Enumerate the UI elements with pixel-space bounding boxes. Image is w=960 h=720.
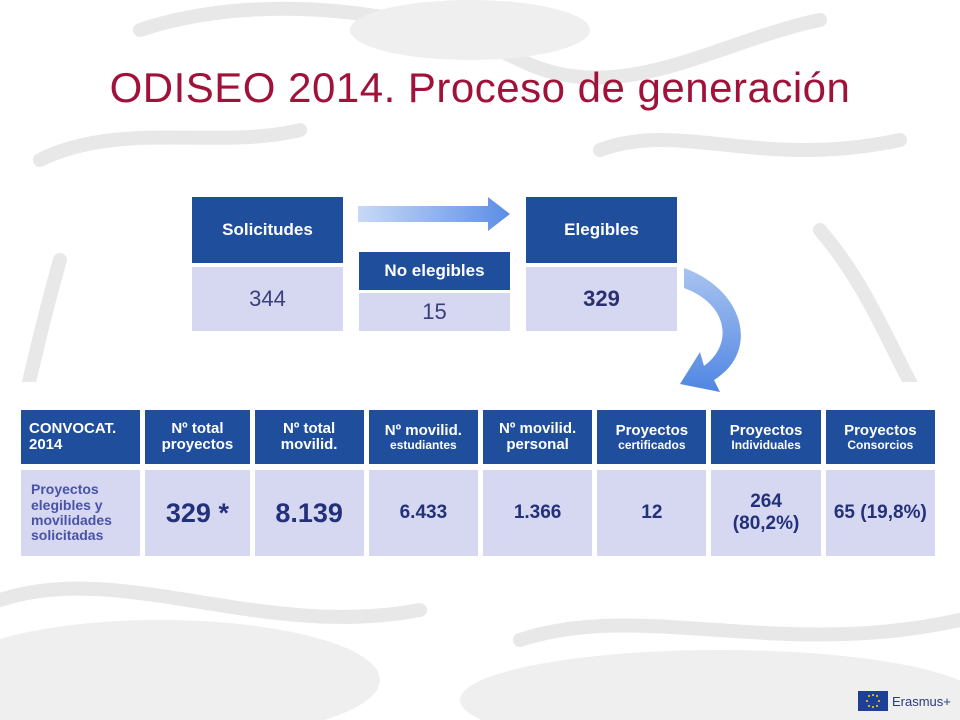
eu-flag-icon [858,691,888,711]
col-header-movilidades-estudiantes: Nº movilid. estudiantes [368,410,478,470]
header-text: Nº total movilid. [280,420,338,453]
col-header-proyectos-consorcios: Proyectos Consorcios [825,410,935,470]
header-subtext: Individuales [731,437,801,452]
table-row: Proyectos elegibles y movilidades solici… [21,470,935,556]
header-text: Nº movilid. personal [499,420,577,453]
cell-movilidades-personal: 1.366 [482,470,593,556]
no-elegibles-value: 15 [359,293,510,331]
header-text: Nº movilid. [384,421,462,439]
solicitudes-value: 344 [192,267,343,331]
col-header-proyectos-individuales: Proyectos Individuales [711,410,821,470]
col-header-total-proyectos: Nº total proyectos [145,410,250,470]
header-text: Nº total proyectos [161,420,234,453]
col-header-total-movilidades: Nº total movilid. [254,410,364,470]
table-header-row: CONVOCAT. 2014 Nº total proyectos Nº tot… [21,410,935,470]
cell-proyectos-individuales: 264 (80,2%) [711,470,821,556]
cell-total-proyectos: 329 * [145,470,250,556]
header-subtext: certificados [618,437,686,452]
cell-proyectos-certificados: 12 [597,470,707,556]
col-header-convocatoria: CONVOCAT. 2014 [21,410,141,470]
elegibles-header: Elegibles [526,197,677,263]
row-label: Proyectos elegibles y movilidades solici… [21,470,141,556]
erasmus-plus-logo-text: Erasmus+ [892,694,951,709]
elegibles-value: 329 [526,267,677,331]
col-header-proyectos-certificados: Proyectos certificados [597,410,707,470]
col-header-movilidades-personal: Nº movilid. personal [482,410,593,470]
cell-proyectos-consorcios: 65 (19,8%) [825,470,935,556]
header-text: CONVOCAT. 2014 [29,420,117,453]
cell-total-movilidades: 8.139 [254,470,364,556]
header-text: Proyectos [729,421,803,439]
header-subtext: Consorcios [847,437,914,452]
header-text: Proyectos [615,421,689,439]
slide-title: ODISEO 2014. Proceso de generación [109,64,851,111]
cell-movilidades-estudiantes: 6.433 [368,470,478,556]
solicitudes-header: Solicitudes [192,197,343,263]
no-elegibles-header: No elegibles [359,252,510,290]
header-text: Proyectos [844,421,917,439]
summary-table: CONVOCAT. 2014 Nº total proyectos Nº tot… [16,410,940,556]
header-subtext: estudiantes [390,437,457,452]
